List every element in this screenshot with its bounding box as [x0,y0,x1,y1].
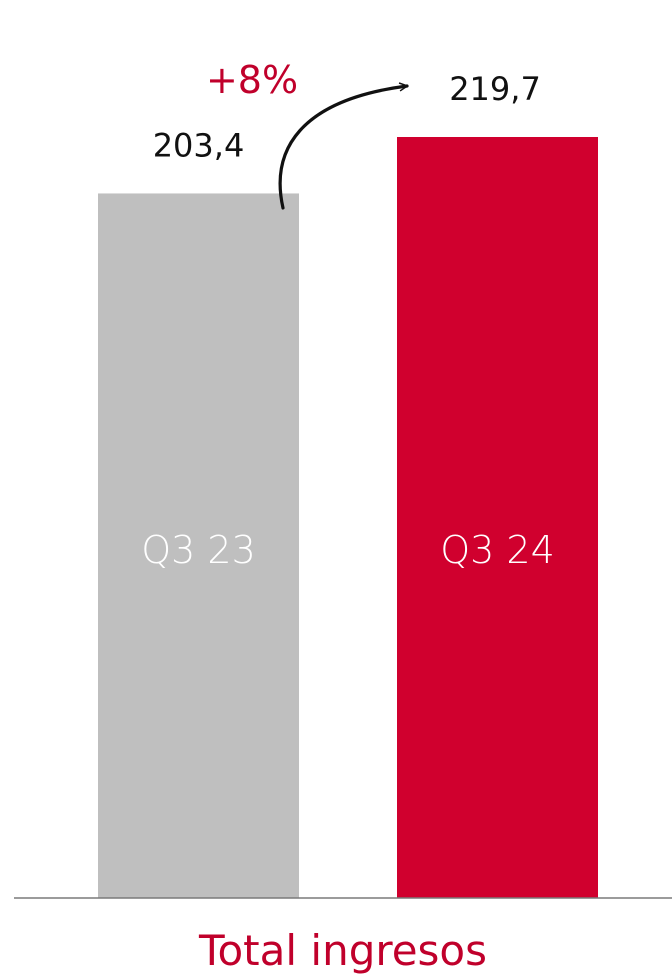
percent-change-annotation: +8% [206,58,298,102]
category-label: Q3 23 [141,528,256,572]
growth-arrow [280,86,407,208]
chart-title: Total ingresos [198,926,487,974]
bar-q3-24 [397,137,598,898]
category-label: Q3 24 [440,528,555,572]
data-label: 203,4 [153,126,245,164]
bars-layer: Q3 23 Q3 24 [98,137,598,898]
data-label: 219,7 [449,70,541,108]
